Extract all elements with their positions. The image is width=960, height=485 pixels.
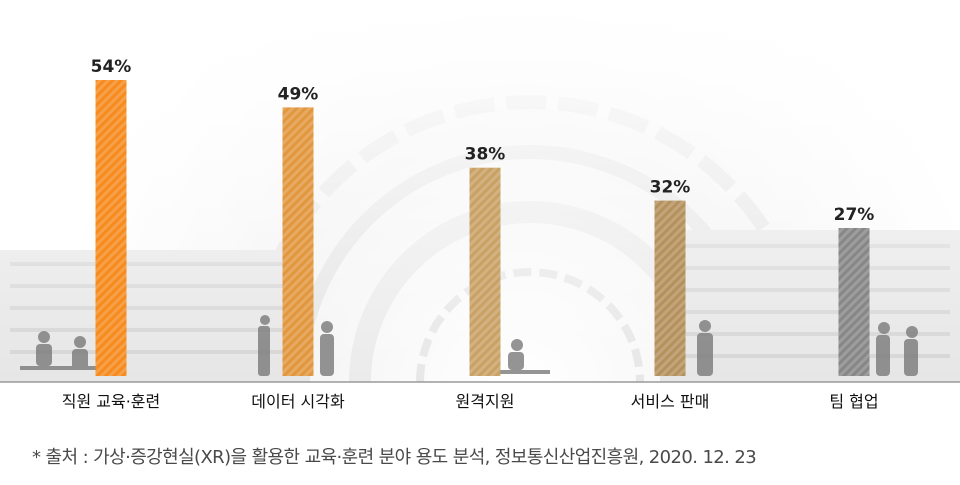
people-silhouettes xyxy=(20,315,918,376)
bar-texture-5 xyxy=(838,228,870,376)
category-labels-group: 직원 교육·훈련 데이터 시각화 원격지원 서비스 판매 팀 협업 xyxy=(62,392,879,411)
bars-group xyxy=(95,80,870,376)
category-label-3: 원격지원 xyxy=(456,392,515,411)
value-labels-group: 54% 49% 38% 32% 27% xyxy=(91,57,875,225)
bar-texture-2 xyxy=(282,107,314,376)
category-label-5: 팀 협업 xyxy=(829,392,878,411)
value-label-4: 32% xyxy=(650,178,691,198)
category-label-4: 서비스 판매 xyxy=(631,392,710,411)
category-label-1: 직원 교육·훈련 xyxy=(62,392,161,411)
source-note: * 출처 : 가상·증강현실(XR)을 활용한 교육·훈련 분야 용도 분석, … xyxy=(32,447,757,468)
value-label-3: 38% xyxy=(465,145,506,165)
bar-texture-4 xyxy=(654,200,686,376)
bar-texture-1 xyxy=(95,80,127,376)
value-label-1: 54% xyxy=(91,57,132,77)
value-label-2: 49% xyxy=(278,84,319,104)
bar-texture-3 xyxy=(469,167,501,376)
category-label-2: 데이터 시각화 xyxy=(251,392,345,411)
value-label-5: 27% xyxy=(834,205,875,225)
